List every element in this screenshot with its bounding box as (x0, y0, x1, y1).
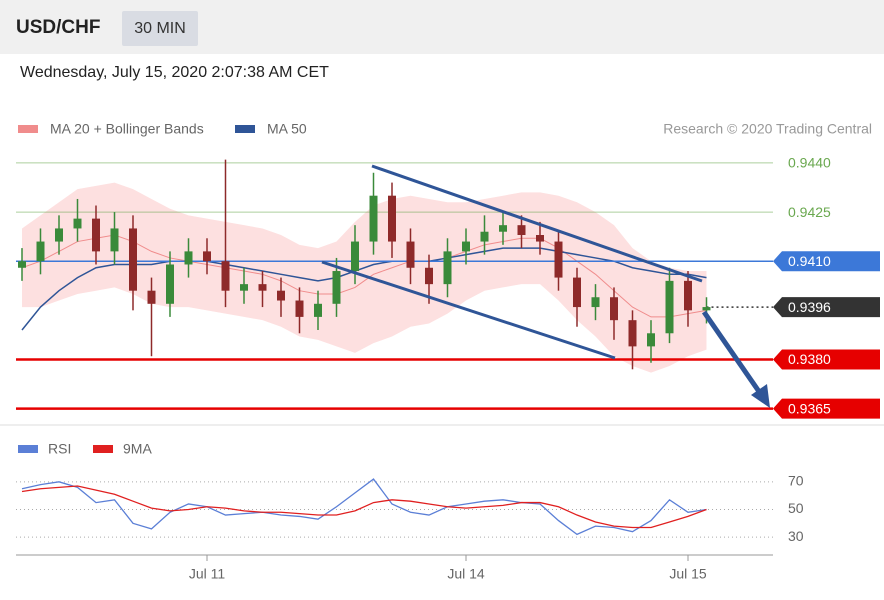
candle-body (332, 271, 341, 304)
level-label: 0.9380 (788, 351, 831, 367)
candle-body (36, 241, 45, 262)
candle-body (573, 277, 581, 308)
candle-body (110, 228, 119, 252)
candle-body (18, 261, 26, 268)
candle-body (258, 284, 267, 291)
candle-body (499, 225, 507, 232)
level-tag (773, 398, 880, 419)
candle-body (536, 235, 544, 242)
candle-body (665, 280, 674, 334)
candle-body (55, 228, 63, 242)
legend-swatch (18, 125, 38, 133)
x-tick-label: Jul 15 (669, 566, 707, 582)
legend-swatch (18, 445, 38, 453)
candle-body (221, 261, 230, 291)
interval-button[interactable] (122, 11, 198, 46)
y-tick-label: 30 (788, 528, 804, 544)
candle-body (610, 297, 618, 321)
symbol: USD/CHF (16, 17, 100, 38)
x-tick-label: Jul 11 (189, 566, 226, 582)
candle-body (462, 241, 470, 252)
legend-label: MA 20 + Bollinger Bands (50, 121, 204, 137)
candle-body (73, 218, 82, 229)
x-tick-label: Jul 14 (447, 566, 485, 582)
level-label: 0.9425 (788, 204, 831, 220)
legend-label: RSI (48, 441, 71, 457)
candle-body (443, 251, 452, 285)
candle-body (240, 284, 248, 291)
channel-top (371, 164, 703, 283)
legend-swatch (235, 125, 255, 133)
forecast-arrowhead (751, 384, 770, 408)
candle-body (369, 195, 378, 242)
candle-body (295, 300, 304, 317)
level-tag (773, 251, 880, 272)
interval-label[interactable]: 30 MIN (134, 20, 186, 37)
candle-body (684, 280, 692, 311)
candle-body (92, 218, 100, 252)
bollinger-band (22, 182, 707, 373)
candle-body (388, 195, 396, 242)
legend-swatch (93, 445, 113, 453)
candle-body (314, 303, 322, 317)
channel-bottom (321, 260, 616, 360)
level-tag (773, 349, 880, 370)
candle-body (647, 333, 655, 347)
series-line (21, 485, 707, 529)
level-label: 0.9440 (788, 155, 831, 171)
candle-body (702, 307, 711, 311)
candle-body (166, 264, 174, 304)
y-tick-label: 50 (788, 500, 804, 516)
y-tick-label: 70 (788, 473, 804, 489)
legend-label: MA 50 (267, 121, 307, 137)
candle-body (406, 241, 415, 268)
level-tag (773, 297, 880, 318)
series-line (21, 478, 707, 536)
level-label: 0.9396 (788, 299, 831, 315)
candle-body (591, 297, 600, 308)
candle-body (351, 241, 359, 272)
level-label: 0.9410 (788, 253, 831, 269)
candle-body (184, 251, 193, 265)
source: Research © 2020 Trading Central (663, 121, 872, 137)
candle-body (628, 320, 637, 347)
candle-body (517, 225, 526, 235)
candle-body (554, 241, 563, 278)
timestamp: Wednesday, July 15, 2020 2:07:38 AM CET (20, 64, 329, 81)
legend-label: 9MA (123, 441, 152, 457)
candle-body (480, 231, 489, 242)
level-label: 0.9365 (788, 400, 831, 416)
candle-body (129, 228, 137, 291)
candle-body (203, 251, 211, 262)
plot: MA 20 + Bollinger Bands MA 50 0.9440 0.9425… (16, 121, 880, 582)
candle-body (425, 267, 433, 285)
candle-body (277, 290, 285, 301)
forecast-arrow (701, 310, 763, 395)
candle-body (147, 290, 156, 304)
